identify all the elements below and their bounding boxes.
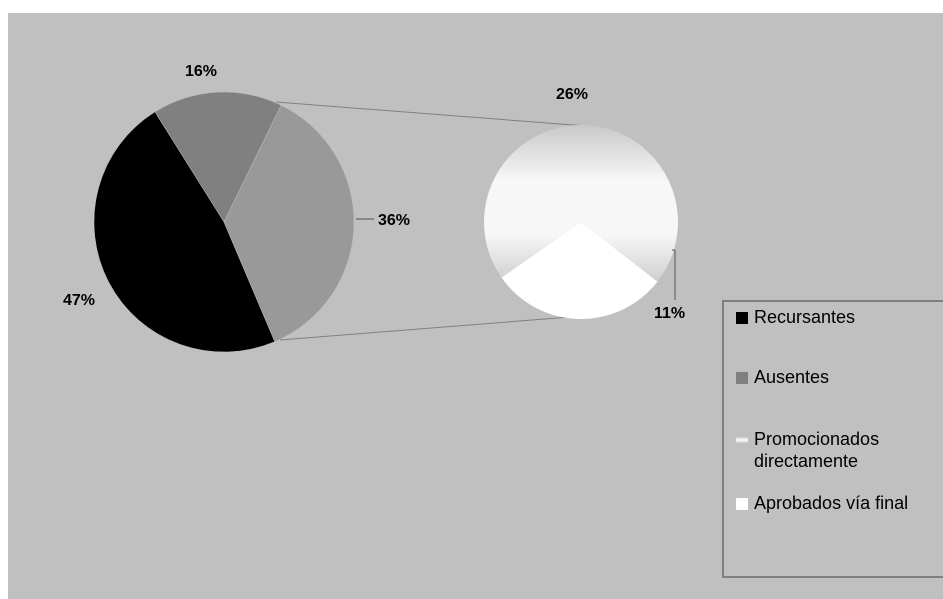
legend-label-promocionados-line2: directamente xyxy=(754,451,859,471)
legend-swatch-aprobados-final xyxy=(736,498,748,510)
data-labels: 47% 16% 36% 26% 11% xyxy=(63,63,685,322)
data-label-recursantes: 47% xyxy=(63,292,95,309)
secondary-slice-promocionados xyxy=(483,125,678,282)
connector-line-bottom xyxy=(279,316,571,341)
legend: Recursantes Ausentes Promocionados direc… xyxy=(722,300,943,578)
legend-item-aprobados-final: Aprobados vía final xyxy=(736,492,943,514)
main-pie xyxy=(93,91,355,353)
data-label-aprobados: 36% xyxy=(378,212,410,229)
data-label-promocionados: 26% xyxy=(556,86,588,103)
legend-swatch-promocionados xyxy=(736,437,748,443)
secondary-pie xyxy=(483,125,678,320)
connector-lines xyxy=(275,101,587,341)
legend-label-ausentes: Ausentes xyxy=(754,367,830,387)
legend-label-aprobados-final: Aprobados vía final xyxy=(754,493,909,513)
data-label-aprobados-final: 11% xyxy=(654,305,685,322)
legend-item-ausentes: Ausentes xyxy=(736,366,943,388)
main-slice-aprobados xyxy=(223,104,355,342)
connector-line-top xyxy=(275,101,587,127)
legend-label-recursantes: Recursantes xyxy=(754,307,856,327)
legend-item-promocionados: Promocionados directamente xyxy=(736,428,943,472)
legend-label-promocionados: Promocionados directamente xyxy=(754,428,879,472)
legend-swatch-recursantes xyxy=(736,312,748,324)
legend-label-promocionados-line1: Promocionados xyxy=(754,429,880,449)
secondary-slice-aprobados-final xyxy=(501,222,658,320)
main-slice-recursantes xyxy=(93,111,276,353)
main-slice-ausentes xyxy=(154,91,282,223)
label-leader-lines xyxy=(356,218,676,300)
legend-swatch-ausentes xyxy=(736,372,748,384)
data-label-ausentes: 16% xyxy=(185,63,217,80)
legend-item-recursantes: Recursantes xyxy=(736,306,943,328)
